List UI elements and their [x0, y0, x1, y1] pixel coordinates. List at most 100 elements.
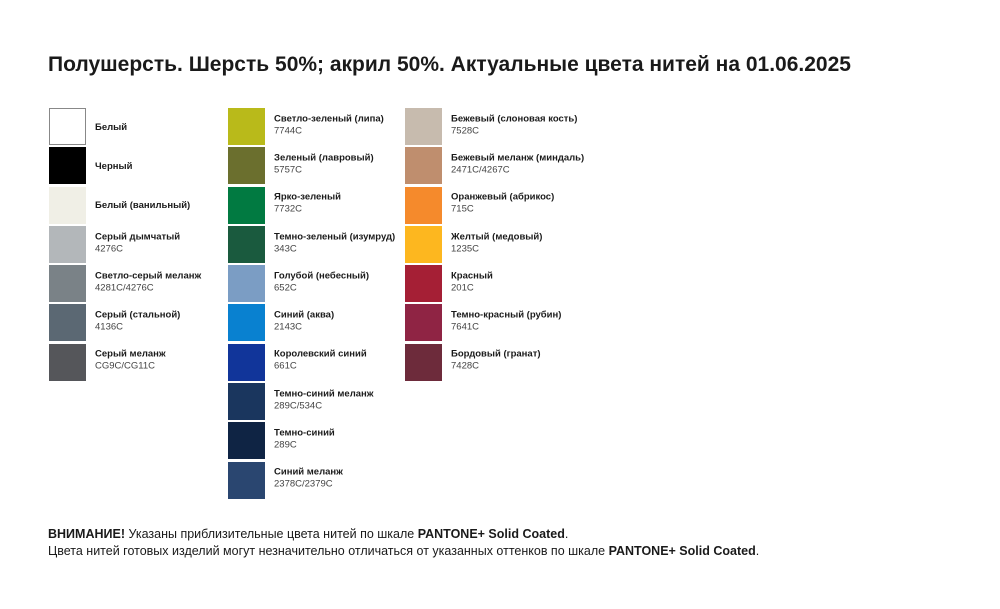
color-swatch	[49, 304, 86, 342]
color-name: Светло-зеленый (липа)	[274, 113, 384, 125]
pantone-code: 5757C	[274, 164, 302, 176]
color-swatch	[228, 225, 265, 263]
color-label: Светло-зеленый (липа) 7744C	[274, 113, 384, 137]
color-label: Серый дымчатый 4276C	[95, 231, 180, 255]
color-label: Ярко-зеленый 7732C	[274, 192, 341, 216]
color-name: Королевский синий	[274, 349, 367, 361]
color-swatch	[228, 304, 265, 342]
color-name: Темно-красный (рубин)	[451, 309, 562, 321]
color-label: Черный	[95, 161, 132, 173]
color-name: Серый (стальной)	[95, 309, 181, 321]
color-swatch	[228, 186, 265, 224]
color-label: Темно-красный (рубин) 7641C	[451, 310, 561, 334]
color-swatch	[405, 225, 442, 263]
color-swatch	[228, 147, 265, 185]
pantone-code: 1235C	[451, 243, 479, 255]
color-name: Желтый (медовый)	[451, 231, 543, 243]
color-swatch	[228, 422, 265, 460]
color-name: Темно-зеленый (изумруд)	[274, 231, 396, 243]
color-name: Красный	[451, 270, 493, 282]
color-swatch	[49, 186, 86, 224]
pantone-code: 343C	[274, 243, 297, 255]
color-swatch	[49, 108, 86, 145]
pantone-code: 652C	[274, 282, 297, 294]
color-name: Черный	[95, 160, 133, 172]
pantone-code: 7428C	[451, 361, 479, 373]
color-swatch	[228, 461, 265, 499]
color-name: Голубой (небесный)	[274, 270, 370, 282]
color-name: Синий меланж	[274, 466, 343, 478]
color-label: Темно-зеленый (изумруд) 343C	[274, 231, 395, 255]
color-label: Бордовый (гранат) 7428C	[451, 349, 541, 373]
pantone-code: 4136C	[95, 321, 123, 333]
pantone-brand: PANTONE+ Solid Coated	[417, 527, 565, 541]
color-label: Темно-синий меланж 289C/534C	[274, 388, 374, 412]
color-label: Желтый (медовый) 1235C	[451, 231, 542, 255]
color-name: Темно-синий	[274, 427, 335, 439]
color-label: Бежевый (слоновая кость) 7528C	[451, 113, 577, 137]
pantone-code: 715C	[451, 203, 474, 215]
color-name: Ярко-зеленый	[274, 191, 341, 203]
pantone-code: 2143C	[274, 321, 302, 333]
pantone-code: 4281C/4276C	[95, 282, 154, 294]
pantone-code: 2471C/4267C	[451, 164, 510, 176]
disclaimer-text: Указаны приблизительные цвета нитей по ш…	[125, 527, 418, 541]
color-name: Белый (ванильный)	[95, 200, 191, 212]
color-swatch	[405, 265, 442, 303]
pantone-code: 2378C/2379C	[274, 478, 333, 490]
color-label: Светло-серый меланж 4281C/4276C	[95, 270, 201, 294]
warning-label: ВНИМАНИЕ!	[48, 527, 125, 541]
color-name: Белый	[95, 121, 128, 133]
color-label: Белый (ванильный)	[95, 200, 190, 212]
color-name: Темно-синий меланж	[274, 388, 374, 400]
color-swatch	[228, 108, 265, 145]
pantone-code: 289C/534C	[274, 400, 323, 412]
disclaimer-line-2: Цвета нитей готовых изделий могут незнач…	[48, 543, 759, 560]
color-label: Оранжевый (абрикос) 715C	[451, 192, 554, 216]
pantone-code: 7744C	[274, 125, 302, 137]
color-swatch	[405, 147, 442, 185]
period: .	[755, 544, 760, 558]
color-swatch	[49, 265, 86, 303]
color-label: Серый меланж CG9C/CG11C	[95, 349, 166, 373]
color-name: Синий (аква)	[274, 309, 335, 321]
pantone-code: CG9C/CG11C	[95, 361, 156, 373]
color-swatch	[228, 265, 265, 303]
page-title: Полушерсть. Шерсть 50%; акрил 50%. Актуа…	[48, 53, 851, 76]
pantone-code: 4276C	[95, 243, 123, 255]
color-name: Светло-серый меланж	[95, 270, 202, 282]
color-name: Бежевый меланж (миндаль)	[451, 152, 585, 164]
color-label: Голубой (небесный) 652C	[274, 270, 369, 294]
period: .	[564, 527, 569, 541]
color-swatch	[405, 108, 442, 145]
color-label: Серый (стальной) 4136C	[95, 310, 180, 334]
color-label: Белый	[95, 122, 127, 134]
color-swatch	[405, 304, 442, 342]
pantone-code: 661C	[274, 361, 297, 373]
color-swatch	[49, 343, 86, 381]
pantone-code: 7528C	[451, 125, 479, 137]
disclaimer-text: Цвета нитей готовых изделий могут незнач…	[48, 544, 609, 558]
pantone-code: 7641C	[451, 321, 479, 333]
disclaimer: ВНИМАНИЕ! Указаны приблизительные цвета …	[48, 526, 759, 560]
color-name: Серый меланж	[95, 349, 166, 361]
color-name: Бежевый (слоновая кость)	[451, 113, 578, 125]
color-swatch	[228, 383, 265, 421]
color-swatch	[405, 343, 442, 381]
color-swatch	[228, 343, 265, 381]
color-label: Темно-синий 289C	[274, 428, 335, 452]
disclaimer-line-1: ВНИМАНИЕ! Указаны приблизительные цвета …	[48, 526, 759, 543]
color-name: Оранжевый (абрикос)	[451, 191, 555, 203]
color-swatch	[49, 225, 86, 263]
color-label: Бежевый меланж (миндаль) 2471C/4267C	[451, 153, 584, 177]
pantone-brand: PANTONE+ Solid Coated	[608, 544, 756, 558]
color-swatch	[49, 147, 86, 185]
color-name: Бордовый (гранат)	[451, 349, 541, 361]
color-label: Королевский синий 661C	[274, 349, 367, 373]
pantone-code: 289C	[274, 439, 297, 451]
color-label: Синий (аква) 2143C	[274, 310, 334, 334]
pantone-code: 7732C	[274, 203, 302, 215]
pantone-code: 201C	[451, 282, 474, 294]
color-swatch	[405, 186, 442, 224]
color-label: Красный 201C	[451, 270, 493, 294]
